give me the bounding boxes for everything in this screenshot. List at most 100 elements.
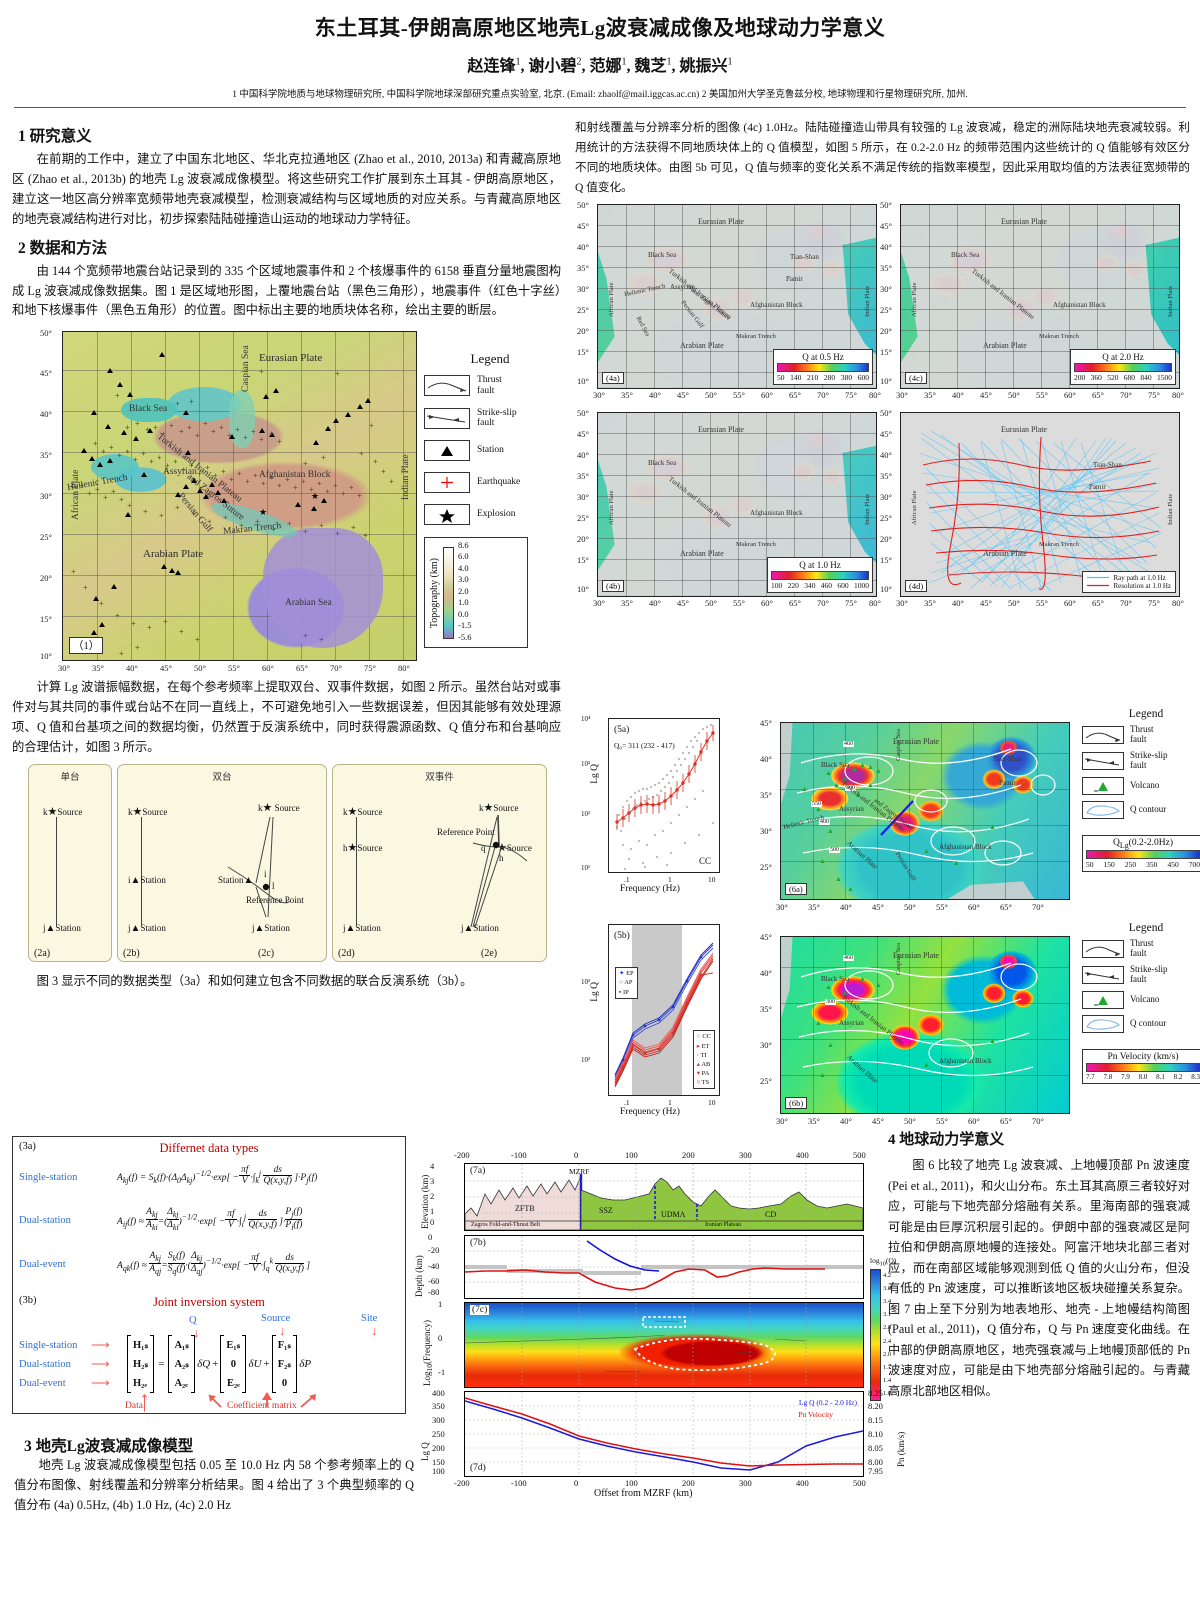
fig4c-colorbar: Q at 2.0 Hz 200 360 520 680 840 1500 [1070,348,1176,385]
fig4d-label-makran: Makran Trench [1039,540,1079,548]
fig4d-lon-tick: 70° [1120,597,1132,608]
volcano-marker: ▲ [847,885,854,893]
fig7d-lines [464,1392,864,1476]
fig6b-pn-field [781,937,1069,1113]
fig6a-label-tianshan: Tian-Shan [993,755,1022,763]
strike-slip-fault-icon [1082,965,1124,984]
fig6b-contour-label: 460 [843,955,854,961]
section-2-body-2: 计算 Lg 波谱振幅数据，在每个参考频率上提取双台、双事件数据，如图 2 所示。… [12,680,561,755]
fig6a-label-afghan: Afghanistan Block [939,843,992,851]
node-source-k: k★Source [128,805,168,818]
fig1-lon-tick: 55° [228,663,240,674]
fig4c-label-arabian: Arabian Plate [983,340,1027,350]
matrix-term: A₂ₑ [174,1377,188,1389]
cb-tick: 6.0 [458,551,469,562]
fig4a-label-african: African Plate [608,282,615,317]
volcano-marker: ▲ [859,975,866,983]
volcano-marker: ▲ [851,765,858,773]
fig4d-lon-tick: 40° [952,597,964,608]
fig6b-label-caspian: Caspian Sea [895,943,902,975]
fig4c-lon-tick: 50° [1008,389,1020,400]
fig5a-ytick: 10¹ [581,864,591,872]
cb-tick: 840 [1140,372,1152,382]
fig7d-xtick: 500 [853,1478,866,1488]
fig7d-right-tick: 8.10 [868,1429,883,1439]
node-label-q: q [481,842,486,853]
cb-tick: 460 [820,580,833,590]
fig6a-lon-tick: 30° [776,902,788,912]
fig4b-label-eurasian: Eurasian Plate [698,424,744,434]
fig6a-lon-tick: 45° [872,902,884,912]
legend-row-station: Station [424,439,556,461]
fig4d-legend: Ray path at 1.0 Hz Resolution at 1.0 Hz [1082,570,1176,593]
fig5a-xlabel: Frequency (Hz) [620,884,680,894]
legend-label-earthquake: Earthquake [477,477,521,488]
legend-entry: AP [624,979,633,987]
fig5b-legend-blue: ✦ EP ○ AP ▪ IP [615,967,638,1000]
fig1-lat-tick: 45° [40,368,52,379]
thrust-fault-icon [1082,725,1124,744]
cb-tick: 210 [807,372,819,382]
section-3-body-cont: 和射线覆盖与分辨率分析的图像 (4c) 1.0Hz。陆陆碰撞造山带具有较强的 L… [575,121,1190,194]
fig4a-colorbar: Q at 0.5 Hz 50 140 210 280 380 600 [773,348,873,385]
node-station-j4: j▲Station [461,922,499,934]
fig7d-panel-id: (7d) [470,1463,486,1473]
fig5b-ytick: 10² [581,1056,591,1064]
fig7a-marker-label: MZRF [569,1167,590,1176]
fig7a-region-zftb: ZFTB [515,1204,535,1213]
fig4b-lon-tick: 70° [817,597,829,608]
fig7d-legend-lgq: Lg Q (0.2 - 2.0 Hz) [798,1398,857,1407]
fig4c-label-makran: Makran Trench [1039,332,1079,340]
arrow-down-q-icon: ↓ [193,1325,200,1340]
cb-tick: 680 [1123,372,1136,382]
cb-tick: 4.0 [458,562,469,573]
fig7a-region-udma: UDMA [661,1210,686,1219]
fig6b-lon-tick: 55° [936,1116,948,1126]
cb-tick: -1.5 [458,620,472,631]
fig7c-colorbar-gradient [870,1268,881,1401]
legend-row-thrust-fault: Thrust fault [424,375,556,397]
cb-tick: 2.0 [883,1350,892,1358]
fig1-lat-tick: 20° [40,573,52,584]
legend-label-station: Station [477,445,504,456]
fig2-panel-id-2d: (2d) [338,947,355,959]
volcano-marker: ▲ [923,1061,930,1069]
authors-text: 赵连锋1, 谢小碧2, 范娜1, 魏芝1, 姚振兴1 [467,56,733,75]
q-contour-icon [1082,1014,1124,1033]
figure-1-topography-map: 50° 45° 40° 35° 30° 25° 20° 15° 10° 30° … [12,325,557,674]
fig1-lon-tick: 40° [126,663,138,674]
node-label-h: h [499,852,504,863]
cb-tick: -5.6 [458,631,472,642]
fig4d-lon-tick: 60° [1064,597,1076,608]
fig1-label-black-sea: Black Sea [129,404,168,415]
colorbar-title: Topography (km) [429,557,440,628]
cb-tick: 8.2 [1173,1072,1183,1081]
fig4c-lon-tick: 45° [980,389,992,400]
figure-4-q-maps: Eurasian Plate Black Sea Turkish and Ira… [577,199,1184,608]
volcano-marker: ▲ [801,785,808,793]
strike-slip-fault-icon [424,407,470,429]
fig4b-label-afghan: Afghanistan Block [750,508,803,517]
fig6a-colorbar-title: QLg(0.2-2.0Hz) [1113,837,1173,850]
cb-tick: 1.4 [883,1377,892,1385]
fig2-panel-id-2a: (2a) [34,947,51,959]
fig4c-colorbar-gradient [1074,362,1172,372]
matrix-term: 0 [281,1377,288,1389]
fig5a-ylabel: Lg Q [590,764,600,784]
fig1-label-indian-plate: Indian Plate [401,454,411,501]
matrix-term: 0 [230,1358,237,1370]
fig4d-lon-tick: 65° [1092,597,1104,608]
fig4c-label-eurasian: Eurasian Plate [1001,216,1047,226]
section-4-title: 4 地球动力学意义 [888,1132,1005,1148]
fig4a-lon-tick: 30° [593,389,605,400]
arrow-down-site-icon: ↓ [371,1323,378,1338]
fig4c-lon-tick: 80° [1172,389,1184,400]
fig1-legend: Legend Thrust fault Strike-slip fault [424,351,556,649]
fig1-label-arabian-plate: Arabian Plate [143,548,204,561]
fig4c-map: Eurasian Plate Black Sea Turkish and Ira… [900,203,1180,389]
fig1-lat-tick: 35° [40,450,52,461]
header-divider [14,107,1186,108]
fig4b-panel-id: (4b) [602,579,625,592]
fig6b-label-eurasian: Eurasian Plate [893,951,939,960]
legend-row-strike-slip-fault: Strike-slip fault [1082,750,1200,771]
